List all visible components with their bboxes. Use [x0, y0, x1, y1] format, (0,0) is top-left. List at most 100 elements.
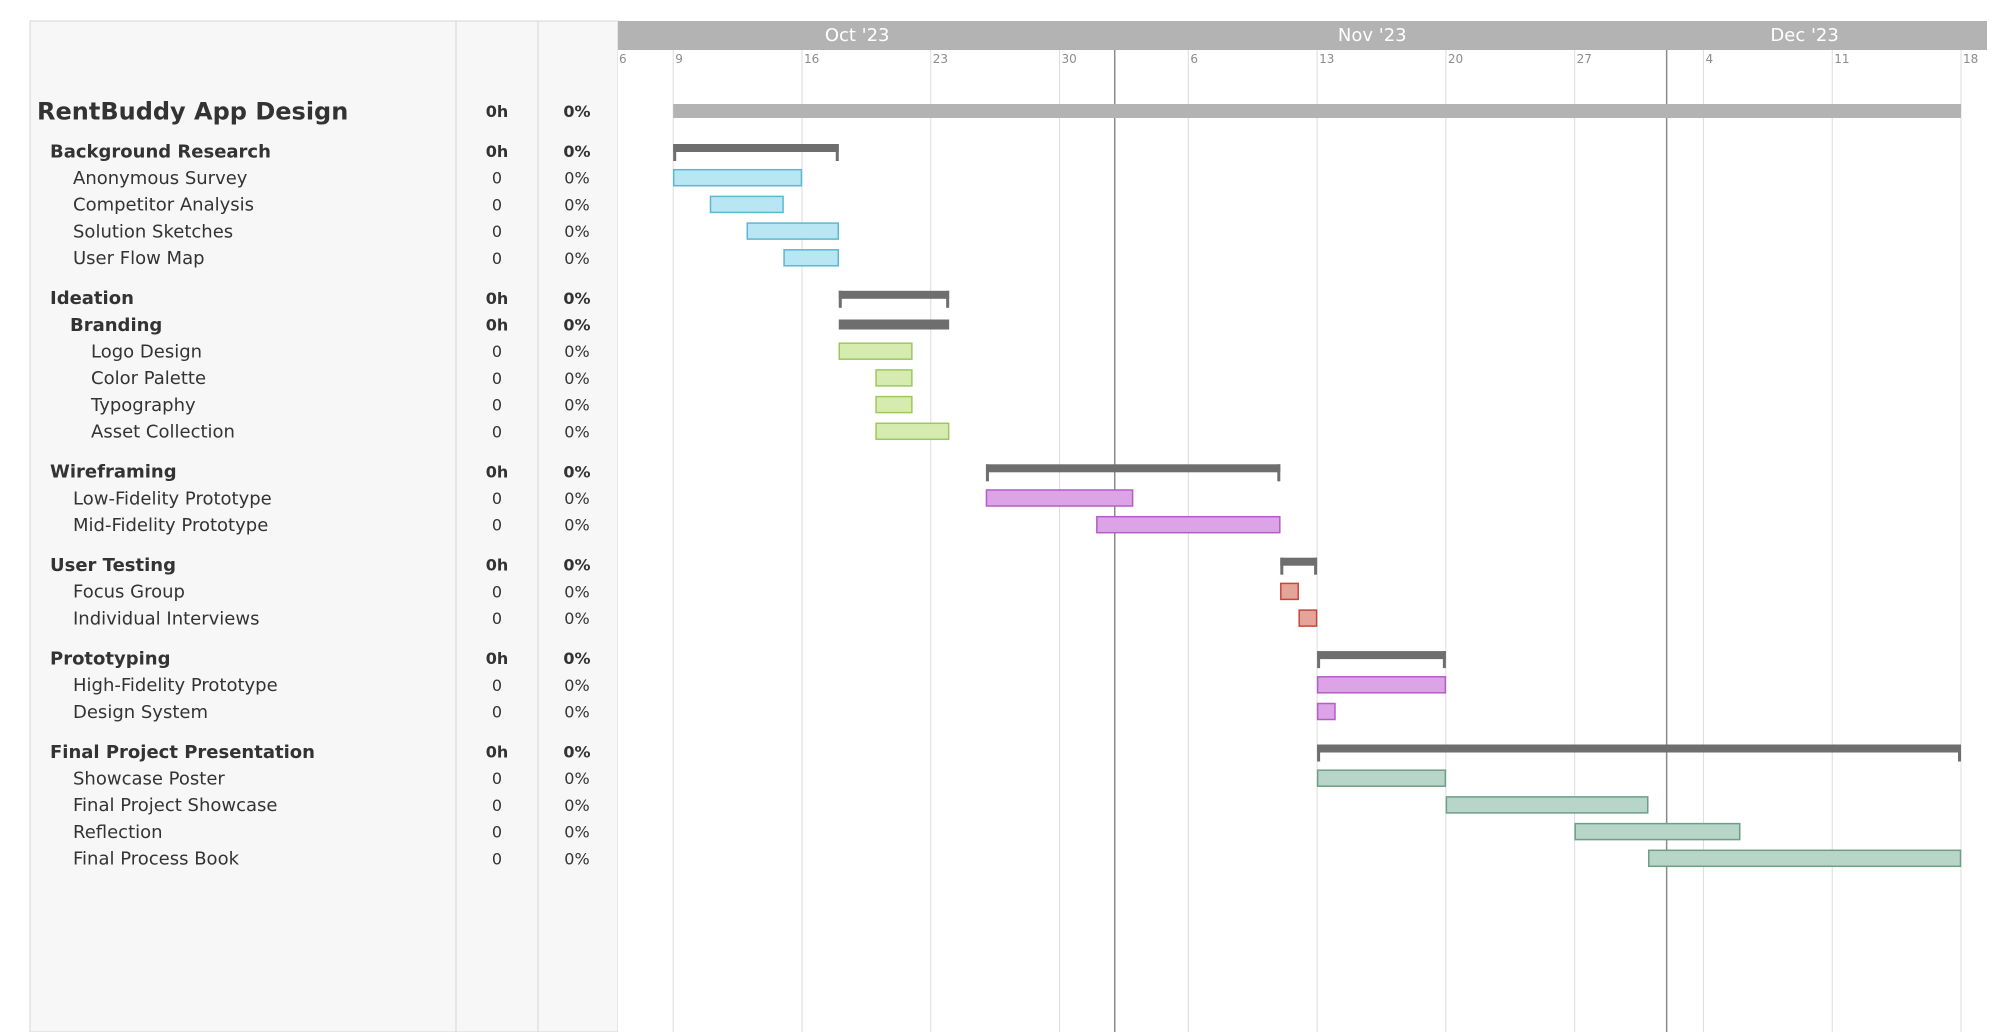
group-bracket-start — [838, 290, 842, 308]
task-name[interactable]: Design System — [73, 702, 208, 723]
task-name[interactable]: Low-Fidelity Prototype — [73, 488, 272, 509]
task-name[interactable]: Final Project Showcase — [73, 795, 277, 816]
task-name[interactable]: Prototyping — [50, 648, 171, 669]
task-bar[interactable] — [783, 249, 840, 267]
task-name[interactable]: Solution Sketches — [73, 221, 233, 242]
task-bar[interactable] — [1316, 769, 1447, 787]
task-name[interactable]: Individual Interviews — [73, 608, 259, 629]
task-bar[interactable] — [1298, 609, 1318, 627]
group-bracket-end — [835, 144, 839, 161]
task-percent: 0% — [564, 422, 589, 441]
task-hours: 0 — [492, 609, 502, 628]
subgroup-summary-bar[interactable] — [838, 319, 950, 330]
task-bar[interactable] — [1096, 515, 1281, 534]
week-tick-label: 18 — [1963, 52, 1978, 66]
task-name[interactable]: Wireframing — [50, 462, 177, 483]
task-hours: 0h — [486, 142, 509, 161]
task-percent: 0% — [563, 649, 590, 668]
task-percent: 0% — [564, 249, 589, 268]
month-label: Oct '23 — [825, 25, 890, 46]
task-hours: 0 — [492, 582, 502, 601]
task-name[interactable]: Mid-Fidelity Prototype — [73, 515, 268, 536]
task-name[interactable]: Showcase Poster — [73, 769, 225, 790]
task-name[interactable]: Background Research — [50, 141, 271, 162]
task-bar[interactable] — [875, 422, 950, 441]
task-bar[interactable] — [1280, 582, 1299, 601]
task-percent: 0% — [563, 556, 590, 575]
task-name[interactable]: Reflection — [73, 822, 163, 843]
group-bracket-start — [985, 464, 989, 482]
task-bar[interactable] — [1316, 702, 1336, 721]
task-name[interactable]: Color Palette — [91, 368, 206, 389]
task-bar[interactable] — [1574, 822, 1741, 841]
task-hours: 0h — [486, 556, 509, 575]
group-summary-bar[interactable] — [1317, 744, 1961, 753]
task-bar[interactable] — [985, 489, 1134, 507]
group-bracket-start — [1317, 744, 1321, 762]
task-name[interactable]: Final Process Book — [73, 849, 240, 870]
task-hours: 0 — [492, 396, 502, 415]
task-bar[interactable] — [672, 168, 803, 187]
task-percent: 0% — [564, 489, 589, 508]
group-bracket-start — [1280, 557, 1284, 575]
task-name[interactable]: Logo Design — [91, 342, 202, 363]
task-bar[interactable] — [1445, 796, 1649, 814]
group-bracket-end — [1958, 744, 1961, 762]
task-hours: 0 — [492, 796, 502, 815]
task-hours: 0 — [492, 195, 502, 214]
task-percent: 0% — [564, 342, 589, 361]
task-bar[interactable] — [709, 195, 784, 214]
task-name[interactable]: Anonymous Survey — [73, 168, 248, 189]
task-percent: 0% — [564, 396, 589, 415]
group-bracket-end — [1277, 464, 1281, 482]
task-percent: 0% — [563, 462, 590, 481]
task-name[interactable]: Competitor Analysis — [73, 195, 254, 216]
task-bar[interactable] — [1647, 849, 1962, 868]
month-header — [618, 21, 1987, 50]
task-percent: 0% — [564, 796, 589, 815]
task-hours: 0 — [492, 703, 502, 722]
month-label: Dec '23 — [1770, 25, 1838, 46]
task-name[interactable]: Focus Group — [73, 582, 185, 603]
task-name[interactable]: User Testing — [50, 555, 176, 576]
task-name[interactable]: Ideation — [50, 288, 134, 309]
task-hours: 0h — [486, 316, 509, 335]
task-name[interactable]: RentBuddy App Design — [37, 97, 348, 125]
task-percent: 0% — [564, 222, 589, 241]
week-tick-label: 6 — [1190, 52, 1198, 66]
task-hours: 0 — [492, 422, 502, 441]
group-summary-bar[interactable] — [985, 464, 1281, 473]
month-label: Nov '23 — [1338, 25, 1407, 46]
task-name[interactable]: User Flow Map — [73, 248, 205, 269]
task-bar[interactable] — [838, 342, 913, 360]
task-bar[interactable] — [875, 395, 913, 414]
task-hours: 0 — [492, 516, 502, 535]
task-hours: 0h — [486, 289, 509, 308]
task-name[interactable]: Asset Collection — [91, 422, 235, 443]
group-summary-bar[interactable] — [1280, 557, 1318, 566]
task-name[interactable]: Branding — [70, 315, 162, 336]
task-bar[interactable] — [875, 369, 913, 387]
group-summary-bar[interactable] — [673, 144, 839, 152]
group-summary-bar[interactable] — [1317, 651, 1446, 660]
task-percent: 0% — [564, 609, 589, 628]
task-name[interactable]: Final Project Presentation — [50, 742, 315, 763]
week-tick-label: 9 — [675, 52, 683, 66]
task-bar[interactable] — [1316, 676, 1447, 694]
task-name[interactable]: Typography — [90, 395, 196, 416]
task-hours: 0 — [492, 489, 502, 508]
task-percent: 0% — [564, 516, 589, 535]
task-percent: 0% — [563, 289, 590, 308]
task-hours: 0 — [492, 823, 502, 842]
task-name[interactable]: High-Fidelity Prototype — [73, 675, 278, 696]
project-bar[interactable] — [673, 104, 1961, 118]
task-hours: 0 — [492, 849, 502, 868]
group-summary-bar[interactable] — [838, 290, 950, 299]
task-percent: 0% — [564, 823, 589, 842]
week-tick-label: 4 — [1705, 52, 1713, 66]
task-percent: 0% — [564, 582, 589, 601]
task-bar[interactable] — [746, 222, 840, 240]
week-tick-label: 23 — [933, 52, 948, 66]
task-percent: 0% — [564, 703, 589, 722]
task-hours: 0 — [492, 769, 502, 788]
